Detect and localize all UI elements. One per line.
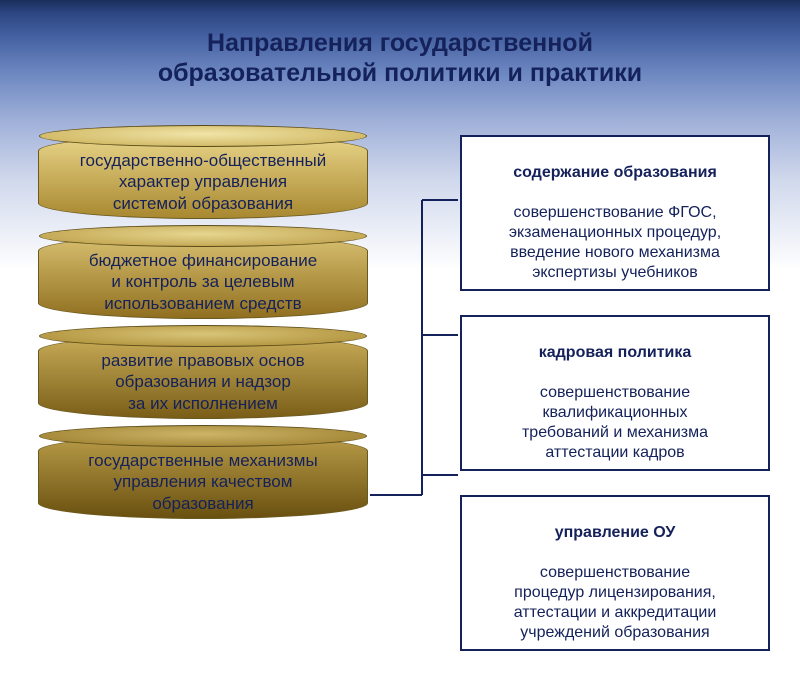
info-box-3: управление ОУ совершенствование процедур… [460, 495, 770, 651]
cylinder-body: государственно-общественный характер упр… [38, 135, 368, 219]
info-box-rest: совершенствование ФГОС, экзаменационных … [509, 204, 721, 281]
cylinder-2: бюджетное финансирование и контроль за ц… [38, 235, 368, 319]
info-box-bold: кадровая политика [539, 344, 692, 361]
cylinder-body: развитие правовых основ образования и на… [38, 335, 368, 419]
info-box-1: содержание образования совершенствование… [460, 135, 770, 291]
info-box-2: кадровая политика совершенствование квал… [460, 315, 770, 471]
right-column: содержание образования совершенствование… [460, 135, 770, 675]
cylinder-1: государственно-общественный характер упр… [38, 135, 368, 219]
cylinder-text: развитие правовых основ образования и на… [39, 336, 367, 424]
cylinder-text: государственно-общественный характер упр… [39, 136, 367, 224]
cylinder-stack: государственно-общественный характер упр… [38, 135, 368, 535]
cylinder-4: государственные механизмы управления кач… [38, 435, 368, 519]
cylinder-body: бюджетное финансирование и контроль за ц… [38, 235, 368, 319]
cylinder-text: бюджетное финансирование и контроль за ц… [39, 236, 367, 324]
cylinder-text: государственные механизмы управления кач… [39, 436, 367, 524]
cylinder-body: государственные механизмы управления кач… [38, 435, 368, 519]
cylinder-3: развитие правовых основ образования и на… [38, 335, 368, 419]
info-box-rest: совершенствование квалификационных требо… [522, 384, 708, 461]
info-box-bold: управление ОУ [555, 524, 676, 541]
info-box-bold: содержание образования [513, 164, 717, 181]
slide-title: Направления государственной образователь… [0, 28, 800, 88]
info-box-rest: совершенствование процедур лицензировани… [514, 564, 717, 641]
